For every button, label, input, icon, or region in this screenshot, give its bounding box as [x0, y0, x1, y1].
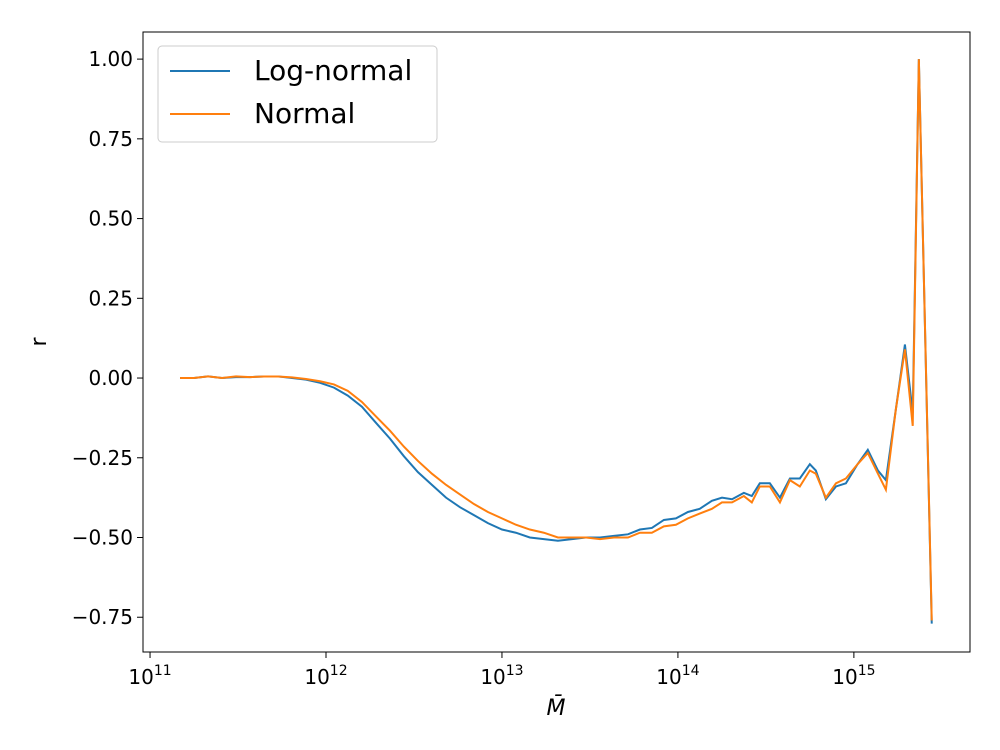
x-axis-label: M̄ — [547, 695, 566, 721]
x-tick-label: 1014 — [656, 663, 699, 689]
x-tick-base: 10 — [656, 665, 681, 689]
y-tick-label: 0.50 — [88, 207, 133, 231]
y-tick-label: 0.75 — [88, 127, 133, 151]
x-tick-exponent: 13 — [506, 663, 524, 679]
y-tick-label: −0.75 — [72, 605, 133, 629]
line-series — [180, 59, 933, 624]
legend-label: Normal — [254, 97, 355, 130]
x-tick-base: 10 — [128, 665, 153, 689]
x-tick-base: 10 — [832, 665, 857, 689]
legend-label: Log-normal — [254, 54, 412, 87]
x-tick-base: 10 — [480, 665, 505, 689]
y-tick-label: 0.25 — [88, 286, 133, 310]
y-tick-label: 1.00 — [88, 47, 133, 71]
x-tick-exponent: 15 — [858, 663, 876, 679]
y-tick-label: −0.50 — [72, 526, 133, 550]
x-tick-exponent: 12 — [330, 663, 348, 679]
x-tick-label: 1012 — [304, 663, 347, 689]
x-tick-label: 1013 — [480, 663, 523, 689]
y-axis-label: r — [27, 337, 52, 347]
y-tick-label: −0.25 — [72, 446, 133, 470]
line-series — [180, 59, 933, 621]
plot-frame — [142, 31, 971, 653]
y-tick-label: 0.00 — [88, 366, 133, 390]
x-tick-exponent: 14 — [682, 663, 700, 679]
x-tick-label: 1011 — [128, 663, 171, 689]
legend: Log-normal Normal — [157, 45, 438, 143]
x-tick-label: 1015 — [832, 663, 875, 689]
x-tick-base: 10 — [304, 665, 329, 689]
x-tick-exponent: 11 — [154, 663, 172, 679]
